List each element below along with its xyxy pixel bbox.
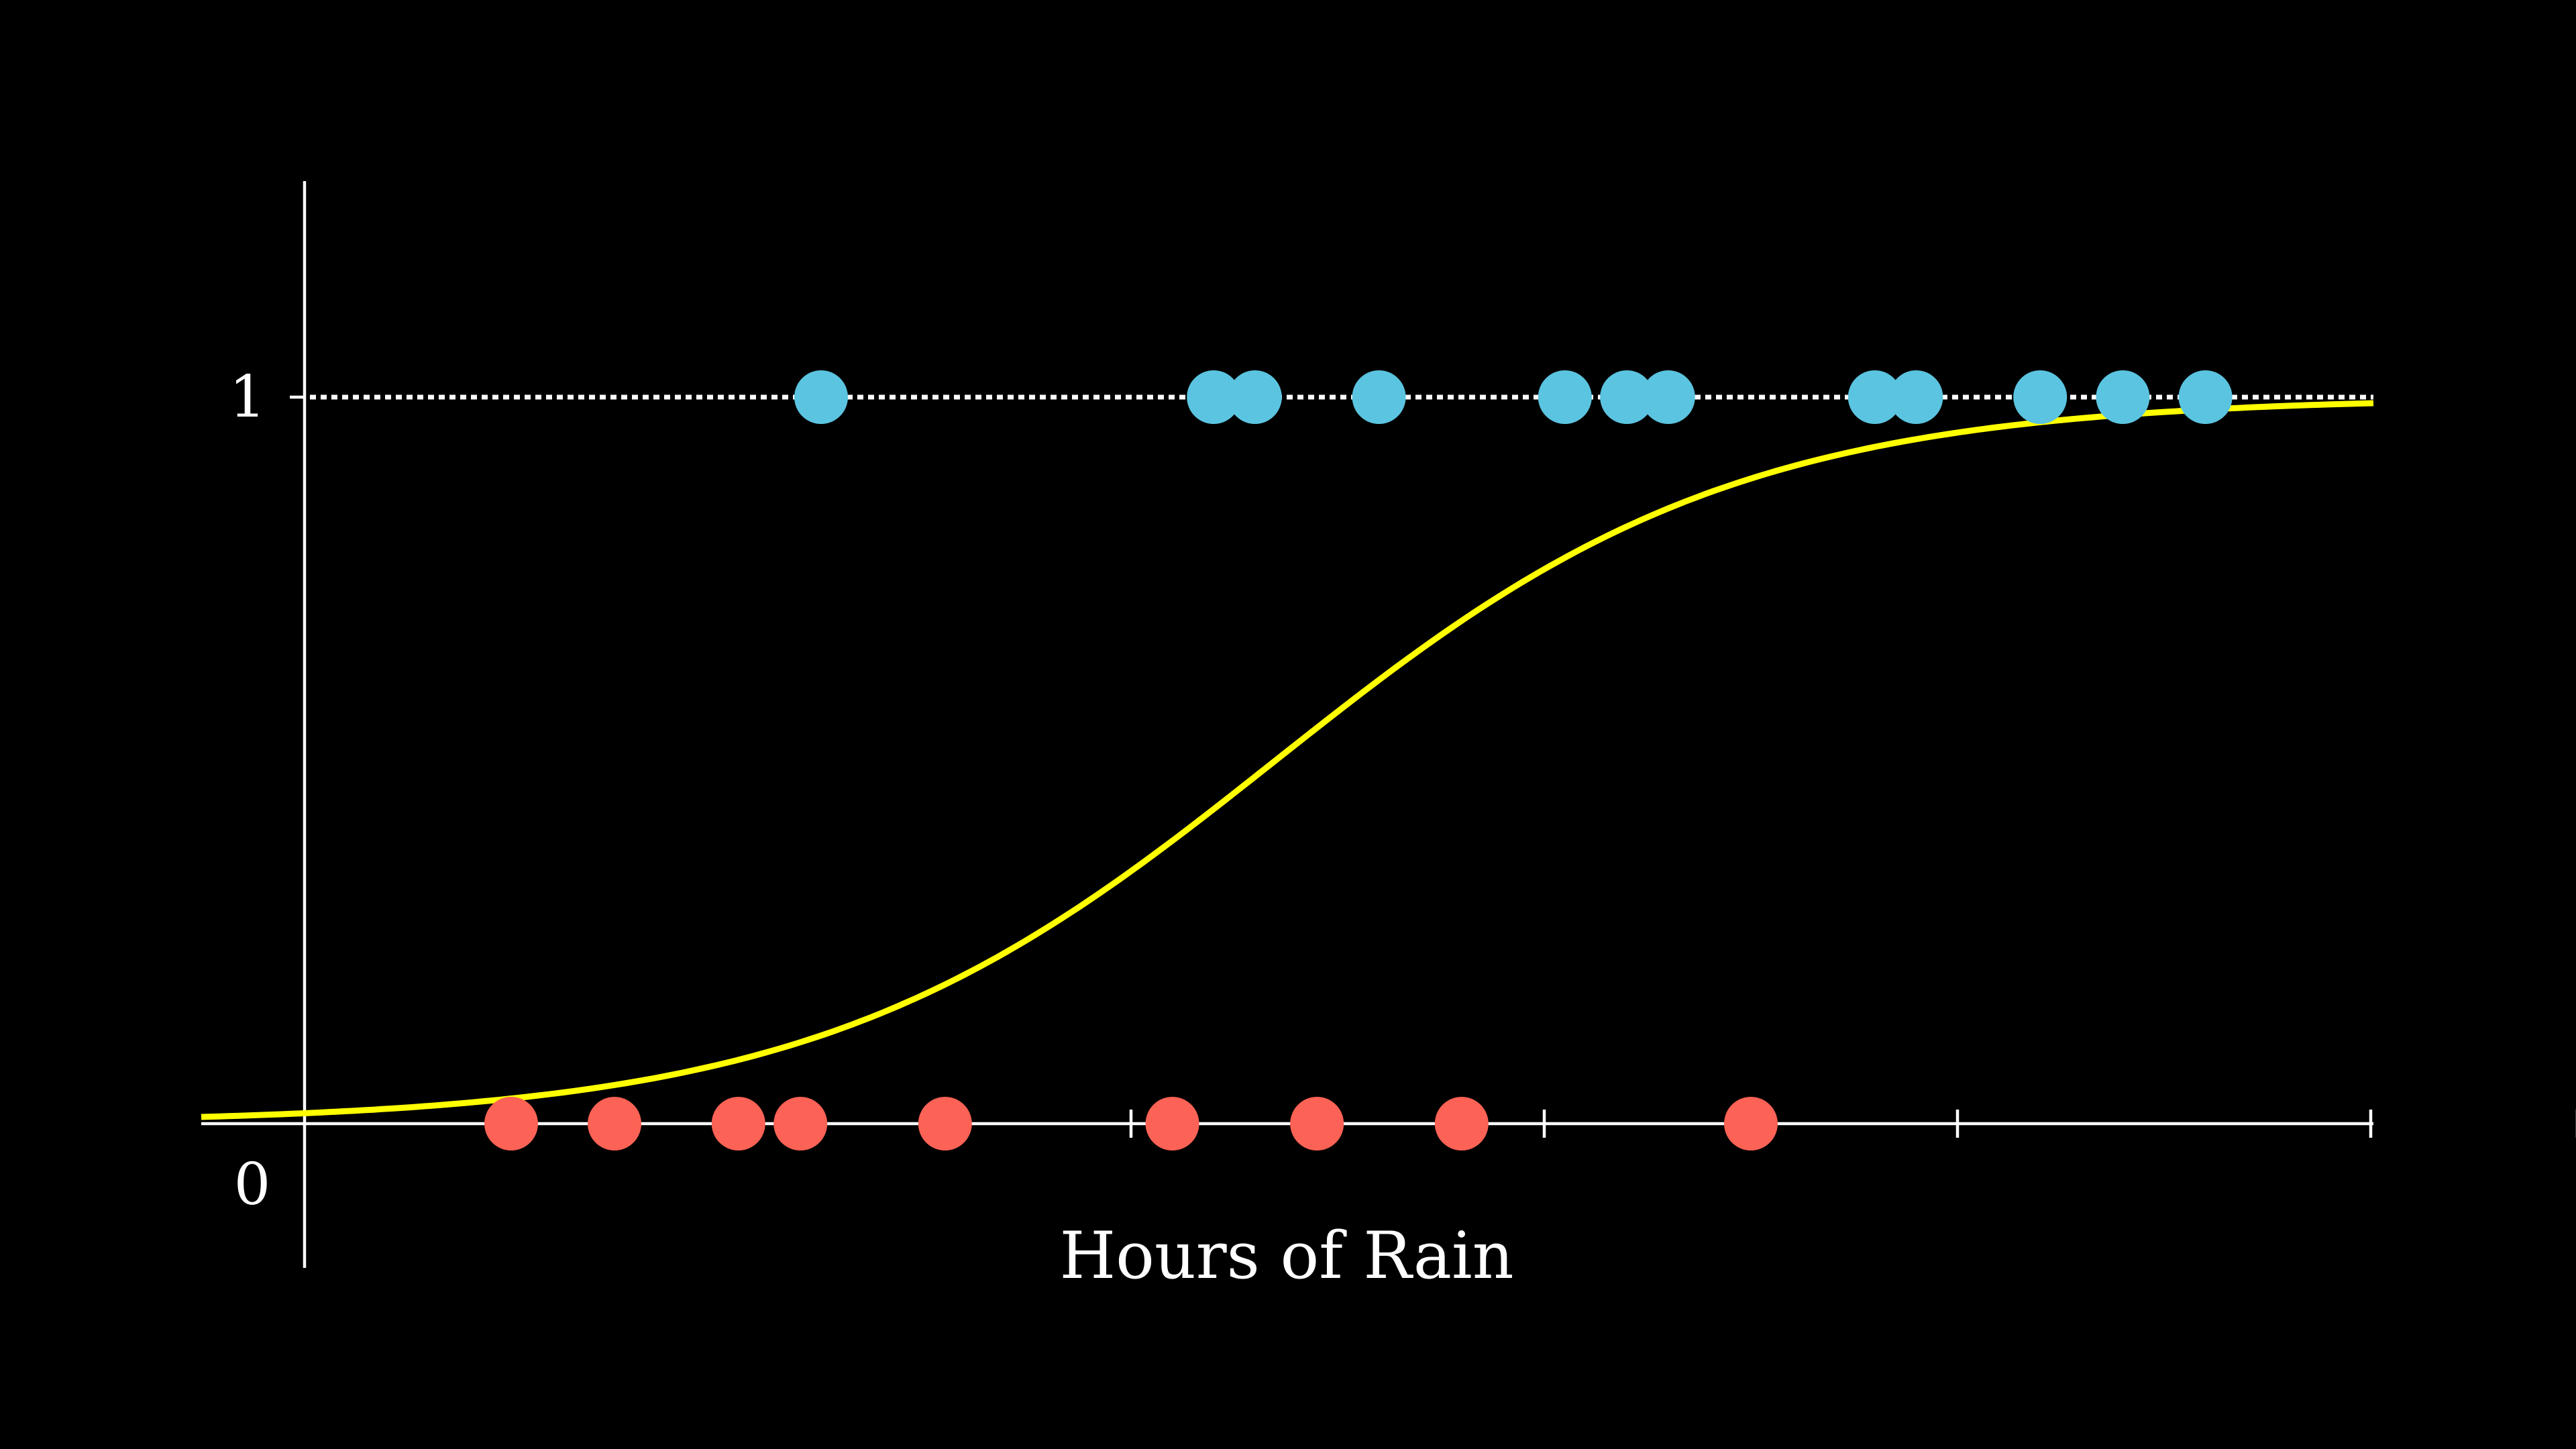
positive-data-point xyxy=(2096,370,2150,424)
positive-data-point xyxy=(1228,370,1282,424)
negative-data-point xyxy=(1434,1097,1489,1150)
points-layer xyxy=(484,370,2233,1150)
positive-data-point xyxy=(1847,370,1902,424)
positive-data-point xyxy=(1538,370,1592,424)
axes-layer xyxy=(201,181,2576,1268)
negative-data-point xyxy=(773,1097,828,1150)
negative-data-point xyxy=(484,1097,538,1150)
curve-layer xyxy=(201,400,2374,1120)
positive-data-point xyxy=(794,370,848,424)
negative-data-point xyxy=(1145,1097,1199,1150)
x-axis-label: Hours of Rain xyxy=(1059,1218,1513,1293)
negative-data-point xyxy=(711,1097,765,1150)
logistic-curve xyxy=(201,400,2374,1120)
negative-data-point xyxy=(918,1097,972,1150)
y-tick-label-0: 0 xyxy=(234,1151,271,1218)
positive-data-point xyxy=(2178,370,2233,424)
y-tick-label-1: 1 xyxy=(229,364,266,431)
positive-data-point xyxy=(1889,370,1943,424)
labels-layer: 1 0 Hours of Rain xyxy=(229,364,1514,1293)
positive-data-point xyxy=(1187,370,1241,424)
negative-data-point xyxy=(1290,1097,1344,1150)
positive-data-point xyxy=(2013,370,2068,424)
positive-data-point xyxy=(1600,370,1654,424)
negative-data-point xyxy=(1724,1097,1778,1150)
positive-data-point xyxy=(1352,370,1406,424)
positive-data-point xyxy=(1641,370,1695,424)
negative-data-point xyxy=(588,1097,641,1150)
